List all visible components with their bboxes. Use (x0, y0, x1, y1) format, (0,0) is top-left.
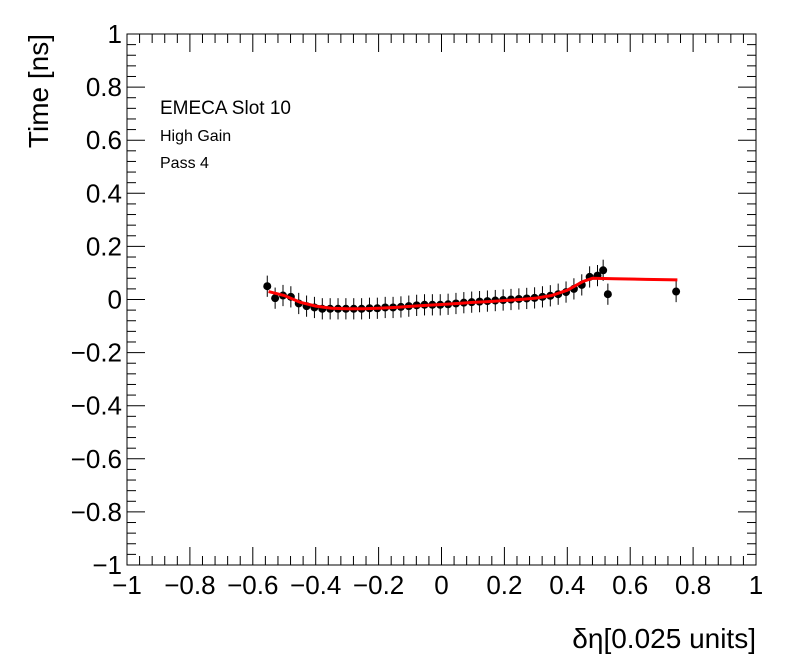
annotation-slot: EMECA Slot 10 (160, 98, 291, 119)
data-points (263, 266, 681, 313)
y-tick-label: −0.4 (71, 391, 122, 421)
data-point (271, 294, 280, 303)
x-tick-label: −0.4 (290, 570, 341, 600)
y-axis-title: Time [ns] (23, 34, 54, 148)
annotation-pass: Pass 4 (160, 155, 209, 172)
x-tick-label: 0.4 (549, 570, 585, 600)
y-tick-label: −0.6 (71, 444, 122, 474)
x-tick-label: 0 (434, 570, 448, 600)
y-tick-label: 0.2 (86, 231, 122, 261)
fit-curve (268, 276, 678, 311)
x-tick-label: −0.8 (164, 570, 215, 600)
y-tick-label: −0.2 (71, 338, 122, 368)
data-point (603, 290, 612, 299)
y-tick-label: 0.6 (86, 125, 122, 155)
y-tick-label: 0.4 (86, 178, 122, 208)
y-tick-label: 1 (108, 19, 122, 49)
axis-ticks (126, 33, 757, 566)
y-tick-label: −1 (92, 550, 122, 580)
x-tick-labels: −1 −0.8 −0.6 −0.4 −0.2 0 0.2 0.4 0.6 0.8 1 (112, 570, 763, 600)
x-tick-label: 0.6 (612, 570, 648, 600)
x-tick-label: −0.6 (227, 570, 278, 600)
x-tick-label: −0.2 (353, 570, 404, 600)
y-tick-label: −0.8 (71, 497, 122, 527)
data-point (263, 282, 272, 291)
x-tick-label: 1 (749, 570, 763, 600)
y-tick-label: 0.8 (86, 72, 122, 102)
x-tick-label: 0.2 (486, 570, 522, 600)
x-axis-title: δη[0.025 units] (572, 623, 756, 654)
data-point (672, 287, 681, 296)
x-tick-label: −1 (112, 570, 142, 600)
data-point (599, 266, 608, 275)
x-tick-label: 0.8 (675, 570, 711, 600)
y-tick-label: 0 (108, 285, 122, 315)
y-tick-labels: −1 −0.8 −0.6 −0.4 −0.2 0 0.2 0.4 0.6 0.8 1 (71, 19, 122, 580)
annotation-gain: High Gain (160, 128, 231, 145)
